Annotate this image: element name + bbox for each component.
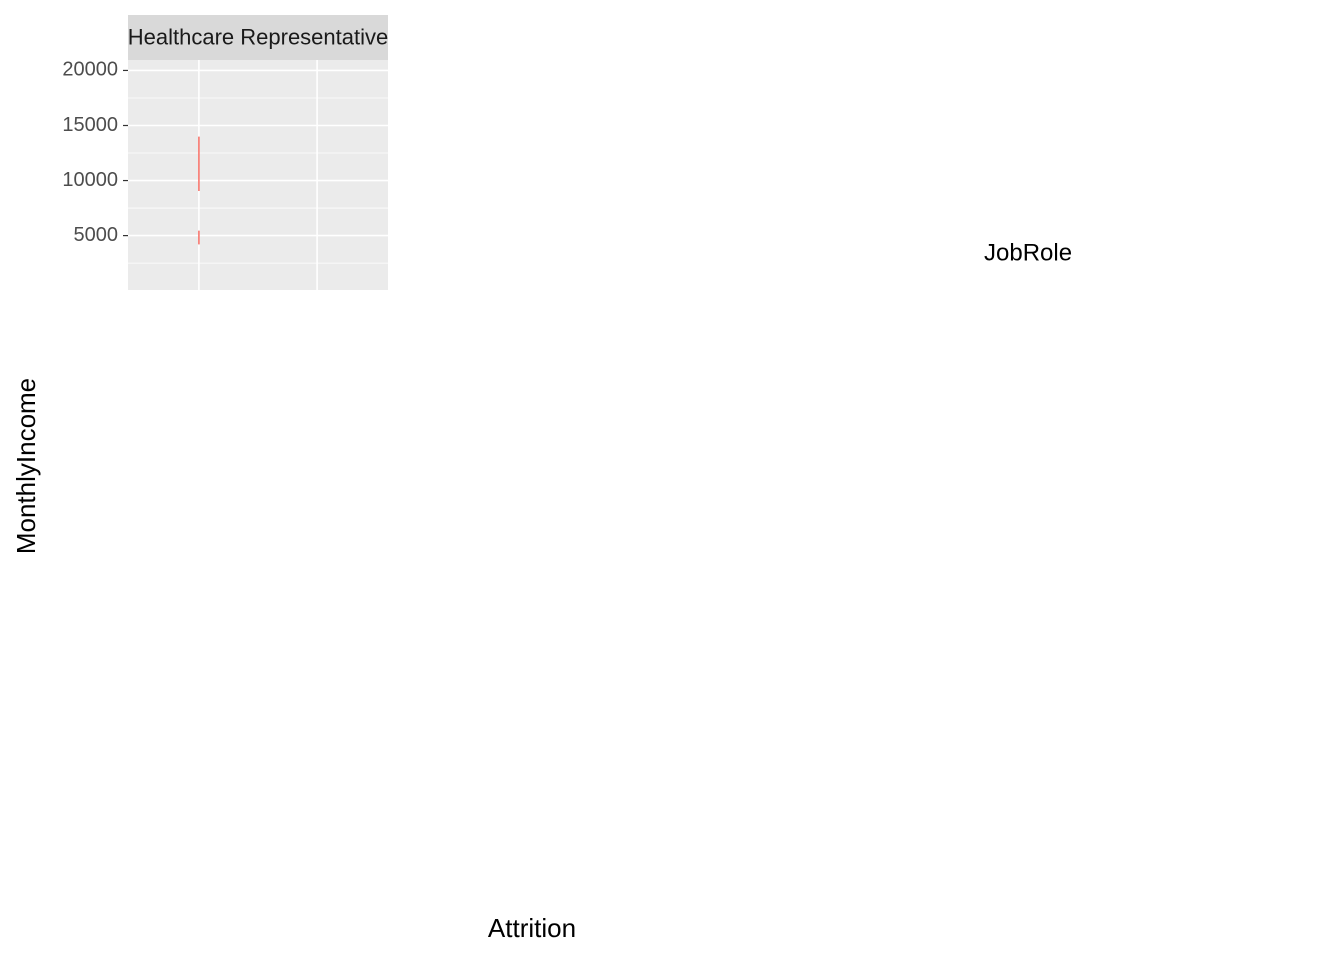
strip-label: Healthcare Representative <box>128 24 388 49</box>
y-axis-title: MonthlyIncome <box>11 378 41 554</box>
y-tick-label: 10000 <box>62 169 118 191</box>
facet-panel: Healthcare Representative 5000 10000 15000 2… <box>62 15 388 290</box>
legend-title: JobRole <box>984 239 1072 266</box>
y-tick-label: 15000 <box>62 114 118 136</box>
x-axis-title: Attrition <box>488 913 576 943</box>
y-tick-label: 20000 <box>62 59 118 81</box>
y-tick-label: 5000 <box>74 224 119 246</box>
panel-background <box>128 60 388 290</box>
strip-background <box>128 15 388 60</box>
